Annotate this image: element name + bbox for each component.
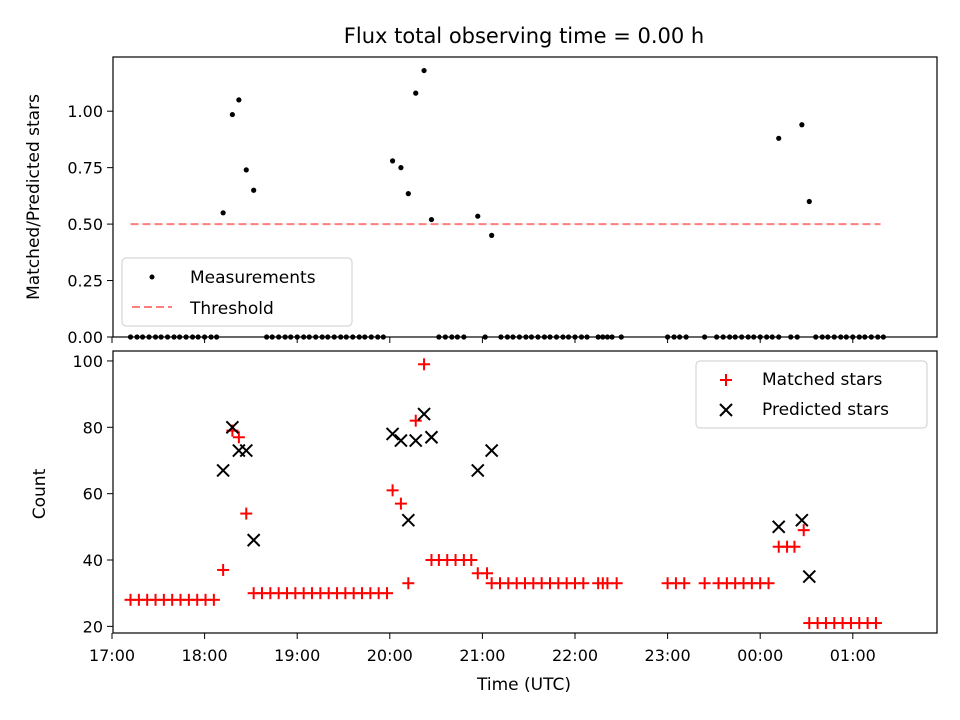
bottom-y-ticks: 20 40 60 80 100	[72, 352, 113, 636]
predicted-stars-point	[417, 407, 431, 421]
measurements-point	[475, 213, 481, 219]
matched-stars-point	[465, 554, 478, 567]
legend-threshold-label: Threshold	[189, 299, 274, 319]
measurements-point	[389, 158, 396, 164]
matched-stars-point	[232, 431, 245, 444]
x-axis-label: Time (UTC)	[476, 675, 571, 695]
predicted-stars-point	[246, 533, 261, 547]
measurements-point	[413, 90, 419, 96]
matched-stars-point	[240, 507, 253, 520]
legend-measurements-label: Measurements	[190, 268, 316, 288]
bottom-legend: Matched stars Predicted stars	[695, 360, 928, 429]
top-y-tick-label: 0.75	[67, 159, 103, 178]
matched-stars-point	[481, 567, 494, 580]
predicted-stars-point	[772, 520, 786, 534]
top-axes-frame	[112, 56, 938, 338]
bottom-y-axis-label: Count	[30, 468, 50, 519]
matched-stars-point	[869, 617, 882, 630]
bottom-panel: 20 40 60 80 100 17:00 18:00 19:00 20:00 21:00 22:…	[30, 350, 938, 695]
measurements-point	[421, 67, 427, 74]
measurements-point	[236, 97, 242, 103]
legend-predicted-label: Predicted stars	[762, 400, 889, 420]
matched-stars-point	[409, 414, 422, 427]
predicted-stars-point	[225, 420, 240, 435]
x-tick-label: 21:00	[459, 646, 505, 665]
bottom-y-tick-label: 80	[83, 418, 103, 437]
measurements-point	[398, 165, 404, 171]
legend-matched-label: Matched stars	[762, 370, 882, 390]
top-y-tick-label: 0.50	[67, 215, 103, 234]
top-panel: 0.00 0.25 0.50 0.75 1.00 Matched/Predicted s…	[24, 56, 938, 347]
bottom-y-tick-label: 20	[83, 617, 103, 636]
matched-stars-point	[381, 587, 394, 600]
top-y-tick-label: 0.25	[67, 272, 103, 291]
x-tick-label: 20:00	[367, 646, 413, 665]
matched-stars-point	[788, 540, 801, 553]
x-tick-label: 22:00	[552, 646, 598, 665]
bottom-y-tick-label: 40	[83, 551, 103, 570]
measurements-point	[799, 122, 805, 128]
x-tick-label: 19:00	[274, 646, 320, 665]
matched-stars-point	[394, 497, 407, 510]
top-y-axis-label: Matched/Predicted stars	[24, 94, 44, 300]
predicted-stars-point	[802, 569, 816, 584]
predicted-stars-point	[409, 433, 423, 448]
measurements-point	[251, 187, 257, 193]
legend-matched-marker	[720, 374, 732, 386]
matched-stars-point	[418, 358, 431, 371]
matched-stars-point	[207, 593, 220, 606]
matched-stars-point	[386, 484, 399, 497]
measurements-point	[220, 210, 226, 216]
predicted-stars-point	[385, 427, 400, 441]
predicted-stars-point	[401, 513, 416, 527]
top-y-tick-label: 1.00	[67, 102, 103, 121]
top-legend: Measurements Threshold	[121, 257, 353, 327]
matched-stars-point	[577, 577, 590, 590]
top-legend-frame	[121, 257, 353, 327]
x-tick-label: 18:00	[182, 646, 228, 665]
x-tick-label: 17:00	[89, 646, 135, 665]
legend-measurements-marker	[149, 274, 155, 280]
bottom-x-ticks: 17:00 18:00 19:00 20:00 21:00 22:00 23:00 00:00…	[89, 633, 876, 665]
matched-stars-point	[762, 577, 775, 590]
legend-predicted-marker	[719, 403, 733, 417]
matched-stars-point	[698, 577, 711, 590]
measurements-point	[229, 111, 235, 118]
predicted-stars-point	[795, 513, 809, 527]
matched-stars-point	[402, 577, 415, 590]
top-y-ticks: 0.00 0.25 0.50 0.75 1.00	[67, 102, 113, 347]
bottom-legend-frame	[695, 360, 928, 429]
top-y-tick-label: 0.00	[67, 328, 103, 347]
predicted-stars-point	[239, 443, 253, 458]
measurements-point	[489, 232, 495, 238]
x-tick-label: 23:00	[645, 646, 691, 665]
bottom-plot-marks	[124, 358, 882, 630]
predicted-stars-point	[424, 430, 439, 444]
chart-title: Flux total observing time = 0.00 h	[344, 24, 704, 48]
measurements-point	[806, 198, 812, 205]
bottom-axes-frame	[112, 350, 938, 634]
matched-stars-point	[678, 577, 691, 590]
predicted-stars-point	[484, 443, 499, 458]
predicted-stars-point	[471, 463, 485, 478]
measurements-point	[776, 135, 782, 141]
matched-stars-point	[797, 524, 810, 537]
measurements-point	[405, 191, 411, 197]
measurements-point	[428, 216, 435, 223]
measurements-point	[243, 167, 249, 173]
x-tick-label: 01:00	[830, 646, 876, 665]
matched-stars-point	[217, 563, 230, 576]
predicted-stars-point	[394, 433, 408, 448]
bottom-y-tick-label: 100	[72, 352, 103, 371]
x-tick-label: 00:00	[737, 646, 783, 665]
matched-stars-point	[610, 577, 623, 590]
bottom-y-tick-label: 60	[83, 485, 103, 504]
predicted-stars-point	[216, 463, 230, 478]
